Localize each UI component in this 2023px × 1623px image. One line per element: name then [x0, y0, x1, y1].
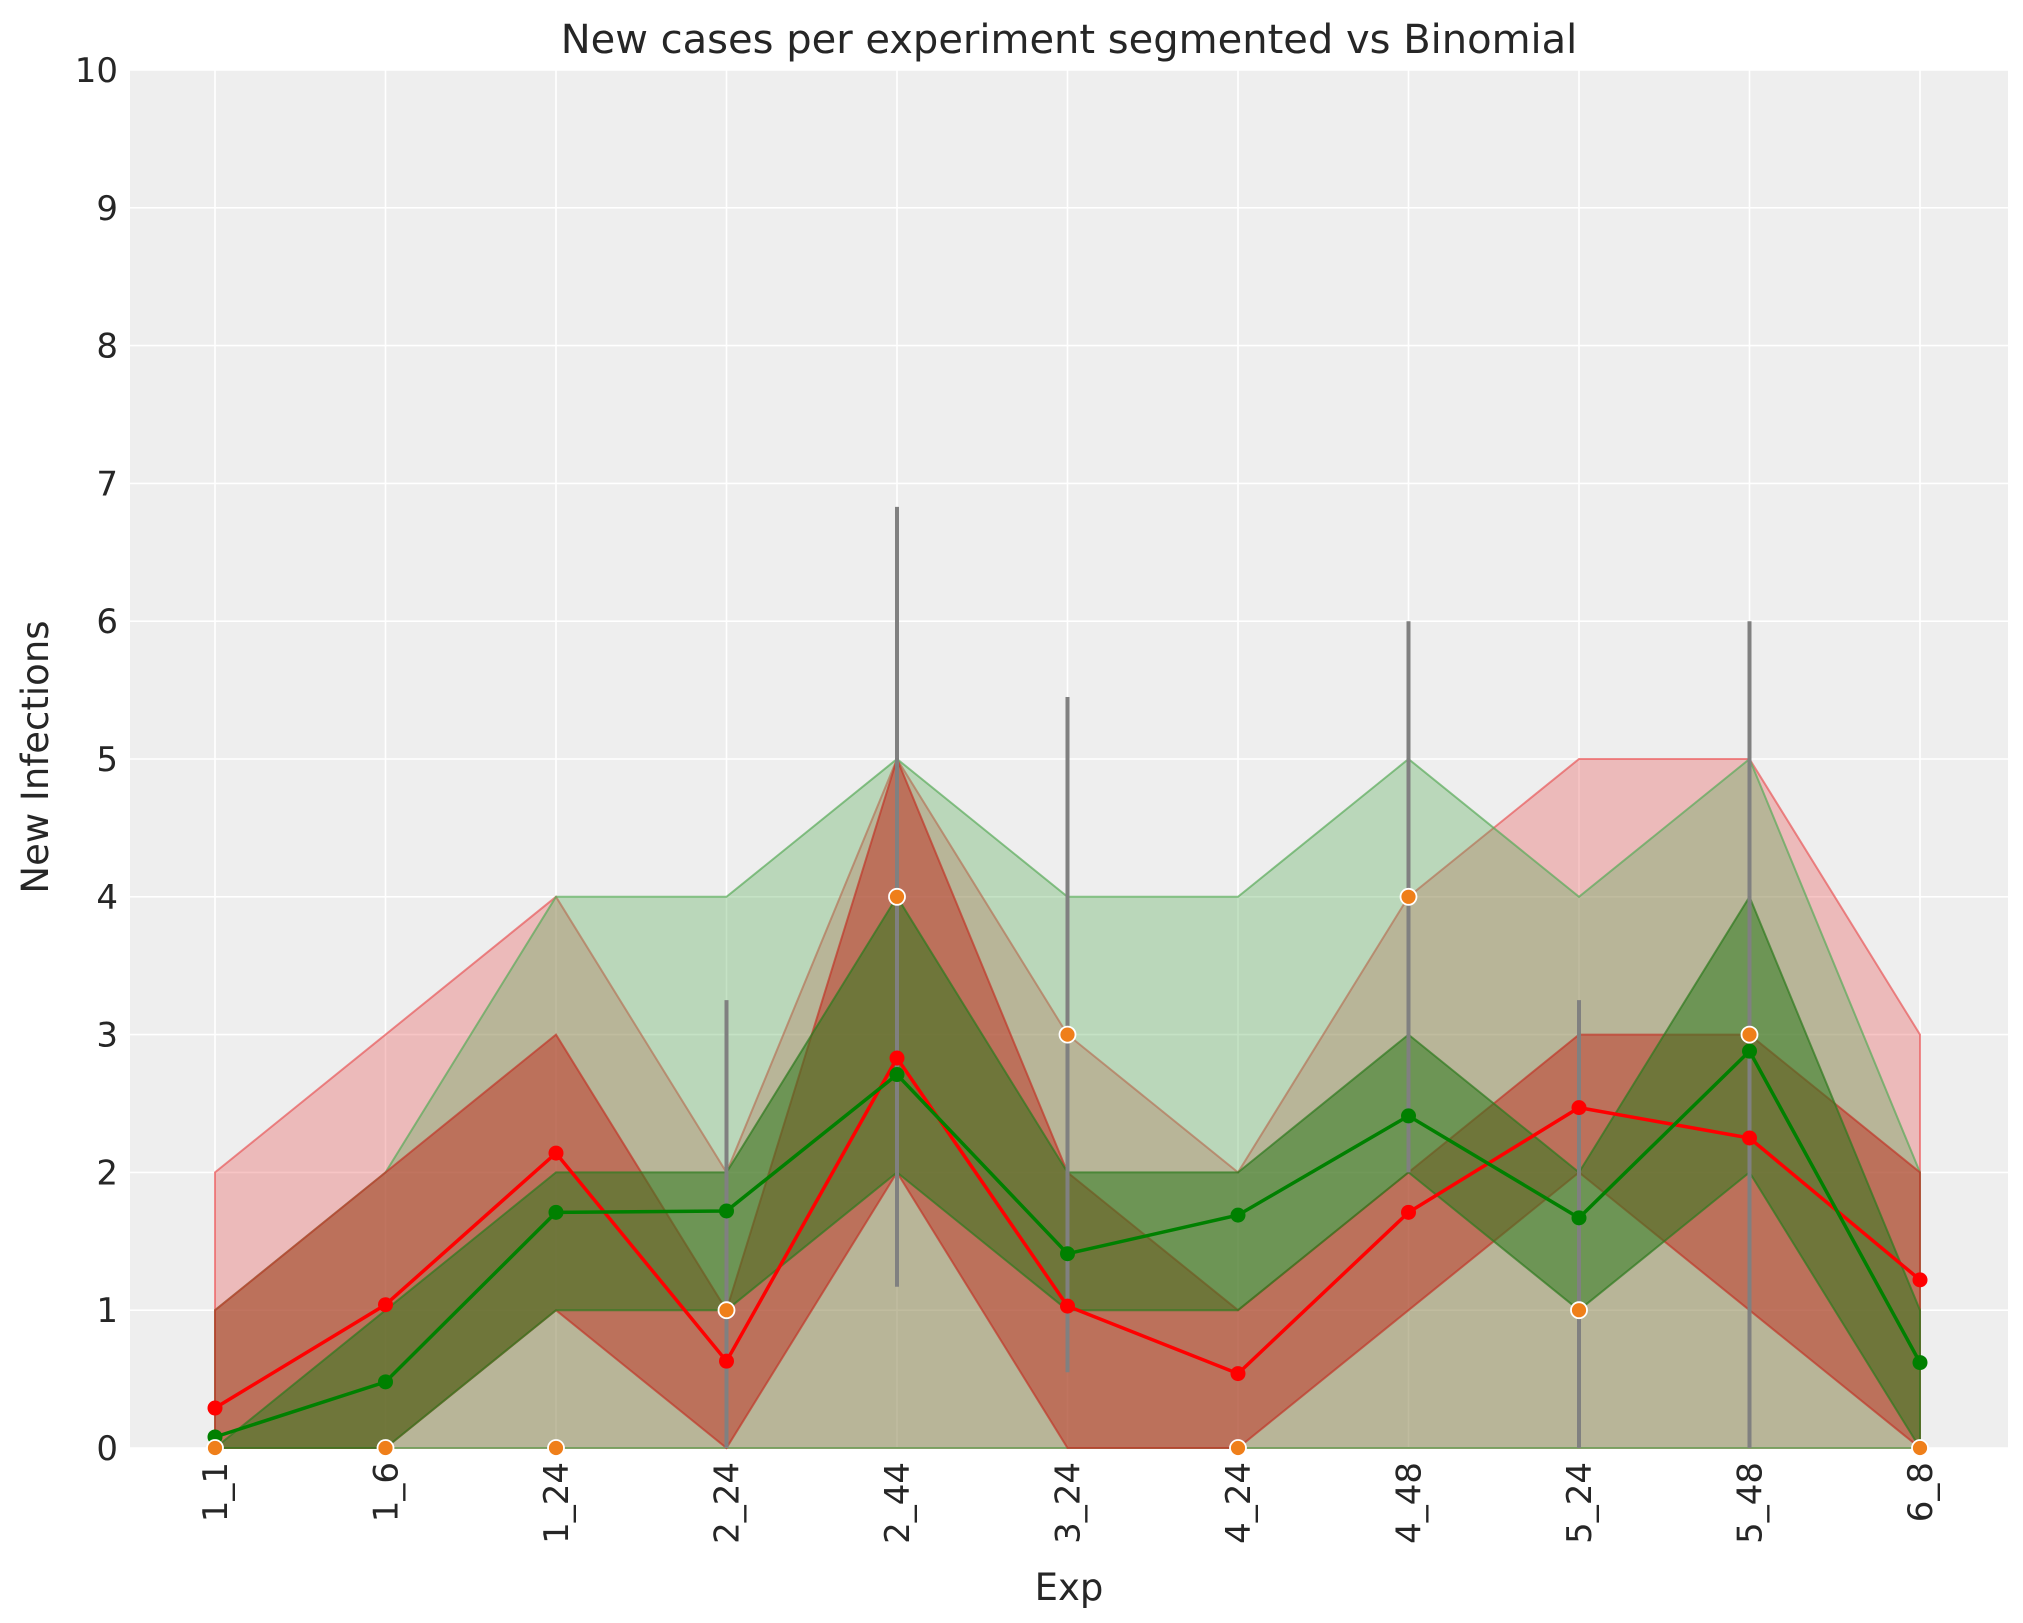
- y-tick-label: 4: [96, 878, 118, 918]
- series-1-point: [378, 1297, 393, 1313]
- observed-point: [1399, 887, 1418, 906]
- observed-point: [1911, 1439, 1929, 1457]
- x-axis-label: Exp: [1035, 1566, 1104, 1609]
- series-2-point: [548, 1204, 564, 1220]
- x-tick-label: 1_24: [537, 1462, 577, 1544]
- y-axis-label: New Infections: [14, 620, 57, 893]
- x-tick-label: 2_24: [708, 1462, 748, 1544]
- series-2-point: [719, 1203, 734, 1219]
- x-tick-label: 5_24: [1560, 1462, 1600, 1544]
- y-tick-label: 2: [96, 1153, 118, 1193]
- x-tick-label: 6_8: [1901, 1462, 1941, 1522]
- observed-point: [717, 1301, 736, 1320]
- series-1-point: [889, 1050, 905, 1066]
- series-2-point: [1742, 1043, 1757, 1059]
- x-tick-label: 5_48: [1731, 1462, 1771, 1544]
- series-1-point: [1912, 1272, 1928, 1288]
- chart-title: New cases per experiment segmented vs Bi…: [561, 17, 1578, 63]
- y-tick-label: 5: [96, 740, 118, 780]
- y-tick-label: 10: [75, 51, 118, 91]
- series-2-point: [1912, 1355, 1928, 1371]
- observed-point: [1740, 1025, 1759, 1044]
- observed-point: [1058, 1025, 1077, 1044]
- y-tick-labels: 0 1 2 3 4 5 6 7 8 9 10: [75, 51, 118, 1469]
- series-1-point: [1571, 1100, 1587, 1116]
- series-2-point: [1230, 1207, 1246, 1223]
- series-1-point: [1401, 1204, 1416, 1220]
- series-2-point: [1060, 1246, 1075, 1262]
- x-tick-label: 2_44: [878, 1462, 918, 1544]
- observed-point: [547, 1439, 565, 1457]
- y-tick-label: 1: [96, 1291, 118, 1331]
- y-tick-label: 8: [96, 327, 118, 367]
- x-tick-label: 3_24: [1049, 1462, 1089, 1544]
- series-1-point: [207, 1400, 223, 1416]
- observed-point: [376, 1439, 395, 1457]
- series-2-point: [378, 1374, 393, 1390]
- series-2-point: [889, 1067, 905, 1083]
- x-tick-label: 4_48: [1390, 1462, 1430, 1544]
- y-tick-label: 6: [96, 602, 118, 642]
- x-tick-label: 4_24: [1219, 1462, 1259, 1544]
- series-lines: [207, 1043, 1928, 1445]
- series-2-point: [1571, 1210, 1587, 1226]
- x-tick-label: 1_1: [196, 1462, 236, 1522]
- x-tick-label: 1_6: [367, 1462, 407, 1522]
- y-tick-label: 3: [96, 1016, 118, 1056]
- series-1-point: [719, 1353, 734, 1369]
- series-2-point: [1401, 1108, 1416, 1124]
- observed-point: [888, 887, 906, 906]
- observed-point: [1229, 1439, 1247, 1457]
- observed-points: [206, 887, 1929, 1457]
- series-1-point: [1230, 1366, 1246, 1382]
- observed-point: [1570, 1301, 1588, 1320]
- observed-point: [206, 1439, 224, 1457]
- series-1-point: [1742, 1130, 1757, 1146]
- series-1-point: [1060, 1298, 1075, 1314]
- y-tick-label: 0: [96, 1429, 118, 1469]
- series-1-point: [548, 1145, 564, 1161]
- y-tick-label: 9: [96, 189, 118, 229]
- y-tick-label: 7: [96, 464, 118, 504]
- x-tick-labels: 1_1 1_6 1_24 2_24 2_44 3_24 4_24 4_48 5_24 5_48 6_…: [196, 1462, 1941, 1544]
